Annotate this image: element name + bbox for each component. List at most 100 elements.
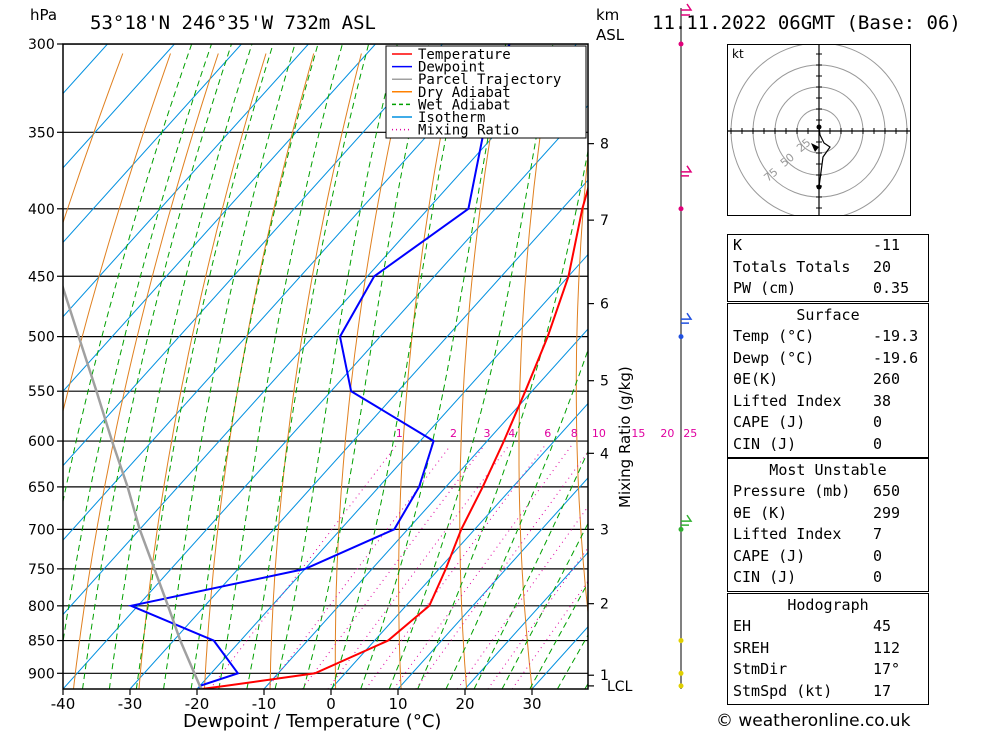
row-value: 45 <box>873 617 892 635</box>
isotherm-line <box>63 44 175 169</box>
row-key: K <box>733 236 743 254</box>
pressure-tick-label: 750 <box>28 562 55 578</box>
table-row: SREH 112 <box>728 638 928 660</box>
mixing-ratio-label: 2 <box>450 427 457 440</box>
table-row: EH 45 <box>728 616 928 638</box>
dry-adiabat <box>334 53 410 689</box>
dewpoint-line <box>127 44 511 689</box>
row-value: -19.3 <box>873 327 919 345</box>
row-value: 17° <box>873 660 901 678</box>
row-key: StmDir <box>733 660 788 678</box>
row-key: Totals Totals <box>733 257 851 276</box>
km-tick-label: 5 <box>600 374 609 390</box>
table-row: Dewp (°C) -19.6 <box>728 348 928 370</box>
indices-table: K -11 Totals Totals 20 PW (cm) 0.35 <box>727 234 929 302</box>
row-value: 7 <box>873 525 883 543</box>
most-unstable-table: Most Unstable Pressure (mb) 650 θE (K) 299 Li… <box>727 458 929 592</box>
hodograph-point <box>816 184 822 190</box>
table-row: θE (K) 299 <box>728 503 928 525</box>
legend-label: Wet Adiabat <box>418 97 511 113</box>
legend-label: Isotherm <box>418 110 485 126</box>
pressure-tick-label: 650 <box>28 480 55 496</box>
parcel-trajectory-line <box>63 283 203 689</box>
dry-adiabat <box>982 54 1000 690</box>
wet-adiabat <box>135 44 274 689</box>
table-row: CIN (J) 0 <box>728 434 928 456</box>
wind-level-dot <box>678 638 684 644</box>
wind-level-dot <box>678 670 684 676</box>
temperature-tick-label: 30 <box>522 695 541 713</box>
dry-adiabat <box>575 150 588 617</box>
temperature-line <box>201 185 588 689</box>
isotherm-line <box>63 44 443 467</box>
mixing-ratio-line <box>456 505 588 689</box>
isotherm-line <box>196 253 588 689</box>
wet-adiabat <box>274 44 398 689</box>
km-tick-label: 8 <box>600 137 609 153</box>
km-tick-label: 1 <box>600 668 609 684</box>
legend-label: Parcel Trajectory <box>418 72 561 88</box>
isotherm-line <box>397 477 588 689</box>
wet-adiabat <box>417 148 588 689</box>
row-value: 0 <box>873 546 883 565</box>
legend-label: Mixing Ratio <box>418 123 519 139</box>
row-value: 0 <box>873 568 883 586</box>
wet-adiabat <box>388 44 554 689</box>
mixing-ratio-line <box>415 450 588 689</box>
row-key: Dewp (°C) <box>733 348 815 367</box>
wet-adiabat <box>218 44 343 689</box>
legend-label: Temperature <box>418 47 511 63</box>
row-value: 17 <box>873 681 892 700</box>
row-key: Temp (°C) <box>733 327 815 345</box>
pressure-tick-label: 800 <box>28 599 55 615</box>
wind-level-dot <box>678 683 684 689</box>
wet-adiabat <box>82 44 232 689</box>
table-row: θE(K) 260 <box>728 369 928 391</box>
x-axis-label: Dewpoint / Temperature (°C) <box>183 711 441 732</box>
table-row: Pressure (mb) 650 <box>728 481 928 503</box>
km-tick-label: 2 <box>600 597 609 613</box>
wind-level-dot <box>678 41 684 47</box>
table-row: Totals Totals 20 <box>728 257 928 279</box>
row-key: θE(K) <box>733 370 779 388</box>
row-value: 112 <box>873 638 901 657</box>
wind-level-dot <box>678 334 684 340</box>
mixing-ratio-label: 15 <box>631 427 645 440</box>
legend-label: Dry Adiabat <box>418 85 511 101</box>
row-value: 0.35 <box>873 279 910 297</box>
datetime-title: 11.11.2022 06GMT (Base: 06) <box>652 12 961 34</box>
row-key: CAPE (J) <box>733 413 806 431</box>
row-value: -11 <box>873 236 901 254</box>
dry-adiabat <box>63 53 124 225</box>
row-key: StmSpd (kt) <box>733 681 833 700</box>
pressure-unit-label: hPa <box>30 6 57 24</box>
row-value: 260 <box>873 370 901 388</box>
table-row: CAPE (J) 0 <box>728 546 928 568</box>
dry-adiabat <box>269 53 362 689</box>
table-row: StmSpd (kt) 17 <box>728 681 928 703</box>
pressure-tick-label: 700 <box>28 522 55 538</box>
row-key: SREH <box>733 638 770 657</box>
dry-adiabat <box>459 53 506 689</box>
pressure-tick-label: 900 <box>28 666 55 682</box>
pressure-tick-label: 300 <box>28 37 55 53</box>
mixing-ratio-axis-label: Mixing Ratio (g/kg) <box>616 366 634 508</box>
wet-adiabat <box>303 44 430 689</box>
dry-adiabat <box>73 53 219 689</box>
lcl-label: LCL <box>607 679 633 695</box>
km-tick-label: 4 <box>600 446 609 462</box>
wet-adiabat <box>190 44 319 689</box>
row-value: -19.6 <box>873 348 919 367</box>
row-key: PW (cm) <box>733 279 797 297</box>
hodograph-ring-label: 25 <box>794 136 813 155</box>
mixing-ratio-line <box>301 445 485 689</box>
wind-barb-top <box>681 3 693 16</box>
temperature-tick-label: 20 <box>455 695 474 713</box>
mixing-ratio-label: 6 <box>544 427 551 440</box>
wind-profile <box>678 3 693 689</box>
isotherm-line <box>129 179 588 689</box>
wet-adiabat <box>445 348 588 689</box>
wind-barb <box>681 165 693 177</box>
